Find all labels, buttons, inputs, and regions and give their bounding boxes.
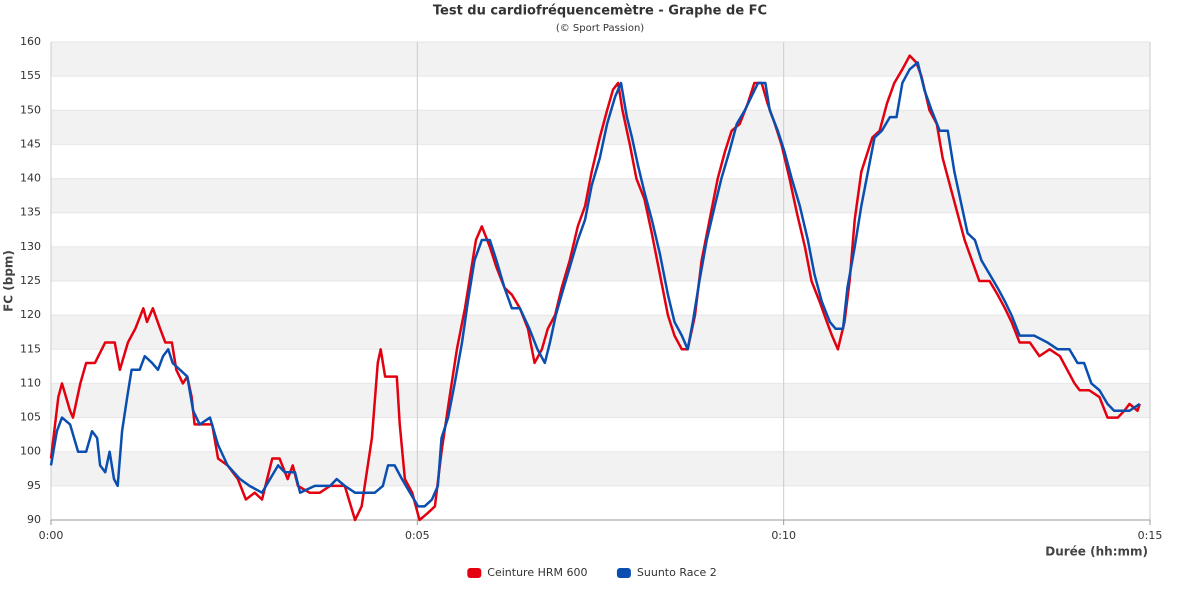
y-tick-label: 115 [20, 342, 41, 355]
plot-band [51, 178, 1150, 213]
legend-label: Suunto Race 2 [637, 566, 717, 579]
y-tick-label: 105 [20, 411, 41, 424]
y-tick-label: 155 [20, 69, 41, 82]
legend-marker [616, 568, 631, 578]
plot-band [51, 315, 1150, 350]
y-tick-label: 120 [20, 308, 41, 321]
x-tick-label: 0:05 [405, 529, 430, 542]
y-axis-title: FC (bpm) [2, 250, 16, 312]
y-tick-label: 110 [20, 376, 41, 389]
x-tick-label: 0:10 [771, 529, 796, 542]
plot-band [51, 383, 1150, 418]
y-tick-label: 135 [20, 206, 41, 219]
y-tick-label: 130 [20, 240, 41, 253]
y-tick-label: 145 [20, 137, 41, 150]
y-tick-label: 90 [27, 513, 41, 526]
plot-band [51, 451, 1150, 486]
plot-band [51, 246, 1150, 281]
chart-title: Test du cardiofréquencemètre - Graphe de… [433, 4, 767, 19]
y-tick-label: 125 [20, 274, 41, 287]
series-line [49, 61, 1141, 508]
x-tick-label: 0:15 [1138, 529, 1163, 542]
y-tick-label: 150 [20, 103, 41, 116]
chart-subtitle: (© Sport Passion) [556, 23, 644, 34]
y-tick-label: 100 [20, 445, 41, 458]
plot-band [51, 42, 1150, 77]
legend-marker [467, 568, 482, 578]
legend-label: Ceinture HRM 600 [487, 566, 587, 579]
plot-bands [51, 42, 1150, 486]
y-tick-label: 95 [27, 479, 41, 492]
y-tick-label: 140 [20, 172, 41, 185]
x-tick-label: 0:00 [39, 529, 64, 542]
x-axis-title: Durée (hh:mm) [1045, 545, 1148, 559]
y-tick-label: 160 [20, 35, 41, 48]
